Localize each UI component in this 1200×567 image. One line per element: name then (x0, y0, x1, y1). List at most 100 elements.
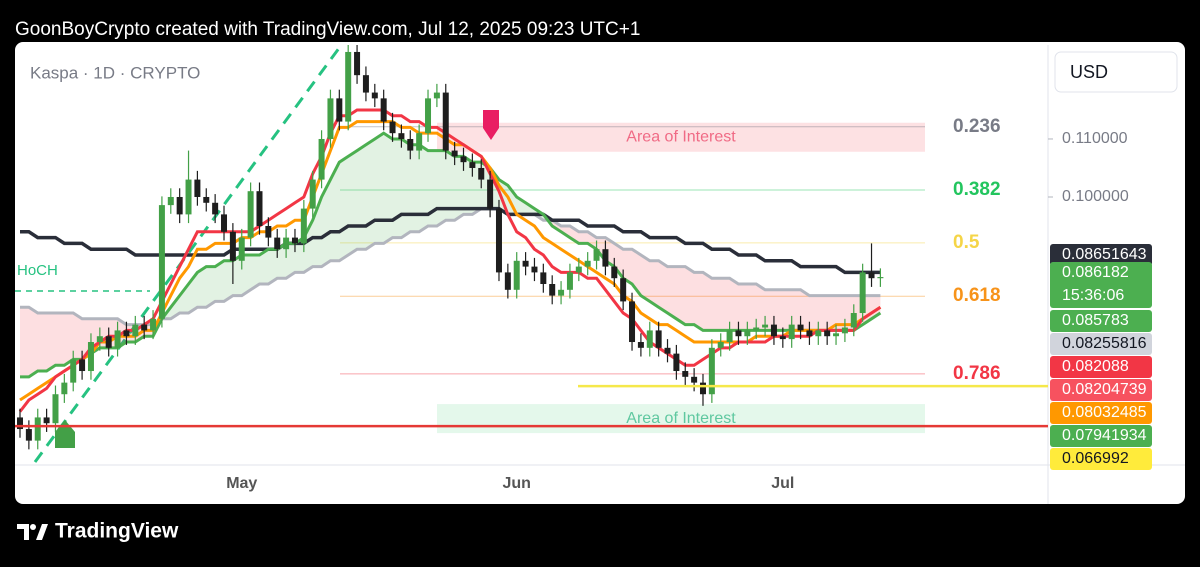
zone (437, 404, 925, 434)
candle-body (815, 330, 822, 337)
hoch-label: HoCH (17, 262, 58, 279)
candle-body (291, 237, 298, 244)
candle-body (593, 249, 600, 261)
candle-body (79, 359, 86, 372)
candle-body (797, 324, 804, 331)
candle-body (96, 336, 103, 343)
candle-body (158, 205, 165, 319)
candle-body (726, 330, 733, 343)
candle-body (309, 179, 316, 209)
candle-body (256, 191, 263, 226)
price-tag (1050, 310, 1152, 332)
candle-body (345, 51, 352, 122)
candle-body (150, 318, 157, 331)
candle-body (460, 156, 467, 163)
candle-body (212, 202, 219, 215)
price-tag-label: 0.07941934 (1062, 427, 1147, 444)
price-tag-label: 0.066992 (1062, 450, 1129, 467)
candle-body (859, 272, 866, 314)
price-tag (1050, 262, 1152, 308)
candle-body (868, 272, 875, 279)
candle-body (167, 196, 174, 206)
candle-body (682, 371, 689, 377)
candle-body (531, 266, 538, 273)
x-tick-label: May (226, 475, 257, 492)
candle-body (34, 417, 41, 441)
candle-body (558, 289, 565, 296)
price-tag-label: 0.08255816 (1062, 335, 1147, 352)
candle-body (389, 121, 396, 134)
x-tick-label: Jul (771, 475, 794, 492)
y-tick-label: 0.110000 (1062, 130, 1128, 147)
candle-body (637, 342, 644, 348)
candle-body (194, 179, 201, 197)
candle-body (566, 272, 573, 290)
price-tag-label: 0.08032485 (1062, 404, 1147, 421)
plot-area: Area of Interest Area of Interest (15, 45, 925, 463)
fib-label: 0.236 (953, 116, 1001, 137)
candle-body (575, 266, 582, 273)
candle-body (655, 330, 662, 348)
candle-body (354, 51, 361, 76)
fib-label: 0.786 (953, 363, 1001, 384)
ema-cloud (552, 220, 881, 331)
candle-body (398, 133, 405, 139)
candle-body (584, 260, 591, 267)
candle-body (283, 237, 290, 250)
trend-line (33, 45, 344, 463)
candle-body (336, 98, 343, 122)
price-tag (1050, 244, 1152, 266)
candle-body (141, 324, 148, 331)
candle-body (744, 330, 751, 337)
candle-body (371, 92, 378, 99)
candle-body (221, 214, 228, 232)
chart-title: Kaspa · 1D · CRYPTO (30, 63, 200, 82)
price-tag (1050, 356, 1152, 378)
candle-body (779, 336, 786, 340)
candle-body (17, 417, 23, 430)
header-text: GoonBoyCrypto created with TradingView.c… (15, 19, 640, 40)
brand-name: TradingView (55, 520, 179, 543)
candle-body (770, 324, 777, 337)
candle-body (824, 330, 831, 337)
candle-body (841, 327, 848, 334)
candle-body (753, 327, 760, 331)
candle-body (504, 272, 511, 290)
candle-body (646, 330, 653, 348)
candle-body (123, 330, 130, 337)
candle-body (478, 167, 485, 180)
price-tag-label: 0.085783 (1062, 312, 1129, 329)
x-tick-label: Jun (502, 475, 530, 492)
fib-label: 0.5 (953, 232, 980, 253)
candle-body (762, 324, 769, 328)
candle-body (611, 266, 618, 279)
candle-body (735, 330, 742, 337)
candle-body (407, 138, 414, 151)
candle-body (522, 260, 529, 267)
candle-body (380, 98, 387, 122)
price-tag-label: 0.082088 (1062, 358, 1129, 375)
candle-body (247, 191, 254, 238)
candle-body (877, 277, 884, 279)
price-tag (1050, 379, 1152, 401)
candle-body (469, 162, 476, 168)
candle-body (203, 196, 210, 203)
candle-body (229, 231, 236, 261)
candle-body (620, 278, 627, 302)
candle-body (52, 394, 59, 424)
candle-body (105, 336, 112, 348)
countdown: 15:36:06 (1062, 287, 1124, 304)
price-tag (1050, 333, 1152, 355)
sell-marker (483, 110, 499, 140)
candle-body (132, 324, 139, 337)
currency-box[interactable] (1054, 51, 1178, 93)
candle-body (451, 150, 458, 157)
candle-body (513, 260, 520, 290)
currency: USD (1070, 62, 1108, 82)
candle-body (265, 225, 272, 238)
price-tag-label: 0.08651643 (1062, 246, 1147, 263)
fib-label: 0.618 (953, 285, 1001, 306)
candle-body (495, 208, 502, 273)
candle-body (850, 313, 857, 328)
